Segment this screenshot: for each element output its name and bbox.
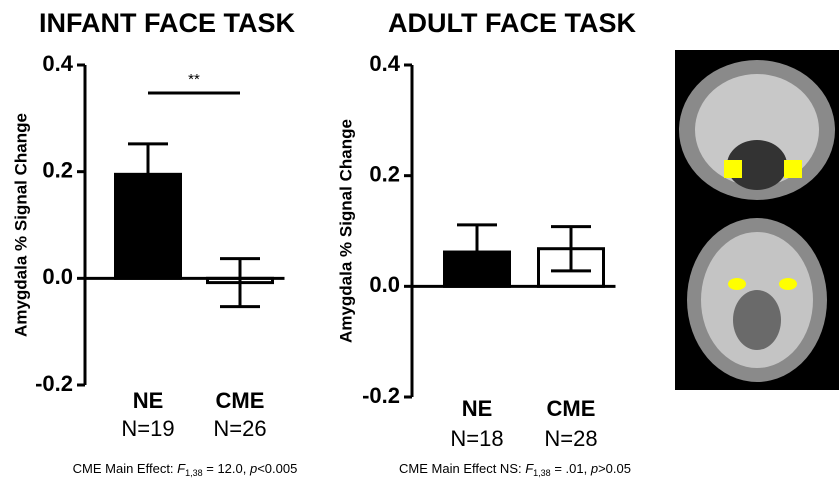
brain-image bbox=[675, 50, 839, 390]
y-axis-label: Amygdala % Signal Change bbox=[336, 119, 355, 343]
y-tick-label: 0.0 bbox=[369, 272, 400, 297]
note-prefix: CME Main Effect: bbox=[73, 461, 178, 476]
error-bar bbox=[220, 257, 260, 309]
note-rest: = .01, bbox=[551, 461, 591, 476]
note-subscript: 1,38 bbox=[185, 468, 203, 478]
x-tick-label: CME bbox=[216, 388, 265, 413]
sample-size: N=18 bbox=[450, 426, 503, 451]
x-tick-label: NE bbox=[462, 396, 493, 421]
y-tick-label: -0.2 bbox=[362, 383, 400, 408]
y-tick-label: 0.2 bbox=[42, 157, 73, 182]
error-bar bbox=[457, 223, 497, 281]
note-tail: >0.05 bbox=[598, 461, 631, 476]
sample-size: N=26 bbox=[213, 416, 266, 441]
sample-size: N=28 bbox=[544, 426, 597, 451]
y-tick-label: 0.4 bbox=[369, 51, 400, 76]
chart-title: ADULT FACE TASK bbox=[388, 8, 636, 38]
y-tick-label: 0.2 bbox=[369, 161, 400, 186]
footnote: CME Main Effect NS: F1,38 = .01, p>0.05 bbox=[399, 461, 631, 478]
note-stat: F bbox=[177, 461, 186, 476]
y-axis-label: Amygdala % Signal Change bbox=[11, 113, 30, 337]
note-p: p bbox=[249, 461, 257, 476]
y-tick-label: 0.0 bbox=[42, 264, 73, 289]
y-tick-label: -0.2 bbox=[35, 371, 73, 396]
x-tick-label: NE bbox=[133, 388, 164, 413]
chart-title: INFANT FACE TASK bbox=[39, 8, 296, 38]
note-prefix: CME Main Effect NS: bbox=[399, 461, 525, 476]
error-bar bbox=[128, 142, 168, 207]
note-stat: F bbox=[525, 461, 534, 476]
x-tick-label: CME bbox=[547, 396, 596, 421]
y-tick-label: 0.4 bbox=[42, 51, 73, 76]
note-p: p bbox=[590, 461, 598, 476]
significance-label: ** bbox=[188, 71, 200, 88]
note-rest: = 12.0, bbox=[203, 461, 250, 476]
error-bar bbox=[551, 225, 591, 273]
note-subscript: 1,38 bbox=[533, 468, 551, 478]
note-tail: <0.005 bbox=[257, 461, 297, 476]
sample-size: N=19 bbox=[121, 416, 174, 441]
footnote: CME Main Effect: F1,38 = 12.0, p<0.005 bbox=[73, 461, 298, 478]
